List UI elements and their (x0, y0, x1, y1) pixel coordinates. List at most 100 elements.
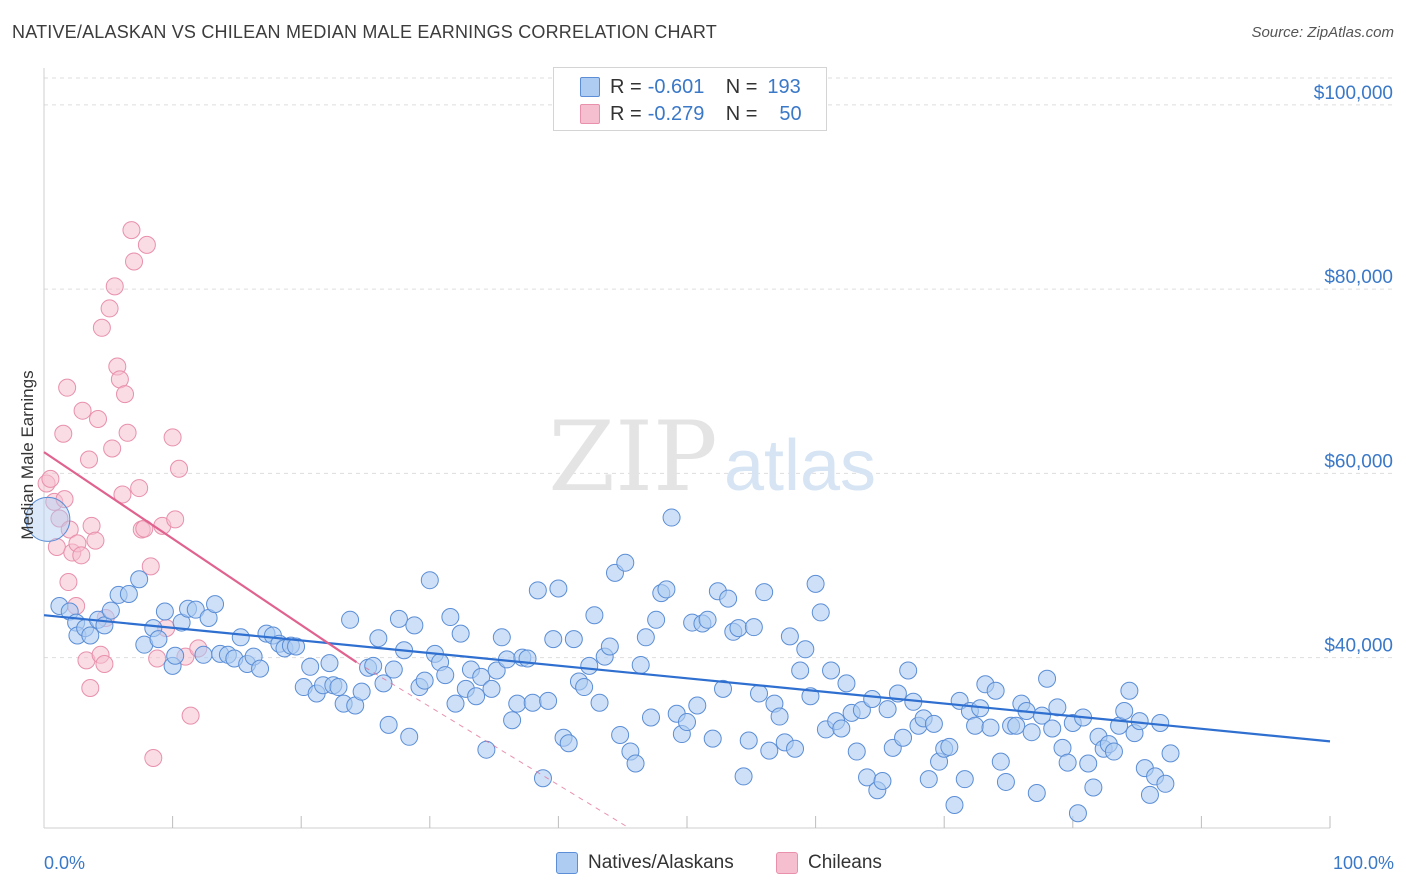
data-point-native (919, 770, 938, 789)
data-point-native (786, 739, 805, 758)
data-point-native (780, 627, 799, 646)
data-point-native (384, 660, 403, 679)
data-point-native (981, 718, 1000, 737)
watermark-zip: ZIP (548, 401, 717, 513)
data-point-chilean (92, 318, 111, 337)
legend-swatch-natives (580, 77, 600, 97)
data-point-native (678, 713, 696, 732)
data-point-native (801, 687, 820, 706)
data-point-native (1038, 669, 1057, 688)
data-point-chilean (100, 299, 119, 318)
data-point-native (924, 714, 943, 733)
data-point-native (852, 701, 871, 720)
series-swatch-natives (556, 852, 578, 874)
data-point-native (518, 649, 537, 668)
trend-lines (43, 451, 1331, 829)
data-point-chilean (82, 516, 101, 535)
trend-line-chileans-extension (356, 661, 630, 829)
data-point-native (533, 769, 552, 788)
data-point-native (986, 681, 1005, 700)
correlation-legend: R = -0.601 N = 193 R = -0.279 N = 50 (553, 67, 827, 131)
source-label: Source: ZipAtlas.com (1251, 24, 1394, 41)
legend-swatch-chileans (580, 104, 600, 124)
y-tick-label: $100,000 (1314, 83, 1393, 104)
data-point-native (101, 601, 120, 620)
data-point-native (863, 690, 882, 709)
data-point-native (320, 654, 339, 673)
data-point-native (441, 608, 460, 627)
data-point-chilean (95, 655, 114, 674)
data-point-chilean (125, 252, 144, 271)
data-point-native (1032, 706, 1051, 725)
data-point-native (1007, 716, 1026, 735)
data-point-native (626, 754, 645, 773)
data-point-native (503, 711, 522, 730)
legend-n-value: 193 (767, 75, 801, 98)
legend-row-natives: R = -0.601 N = 193 (580, 74, 801, 100)
data-point-native (149, 630, 168, 649)
data-point-native (341, 610, 360, 629)
data-point-chilean (81, 678, 100, 697)
data-point-native (811, 603, 830, 622)
data-point-native (523, 693, 542, 712)
data-point-native (231, 628, 250, 647)
chart-title: NATIVE/ALASKAN VS CHILEAN MEDIAN MALE EA… (12, 22, 717, 42)
series-legend-chileans[interactable]: Chileans (776, 852, 882, 874)
data-point-native (714, 679, 733, 698)
data-point-native (329, 678, 348, 697)
legend-n-value: 50 (779, 102, 802, 125)
data-point-native (878, 700, 897, 719)
data-point-chilean (118, 423, 137, 442)
data-point-native (966, 716, 985, 735)
data-point-native (194, 645, 213, 664)
data-point-native (251, 659, 270, 678)
data-point-chilean (181, 706, 200, 725)
data-point-native (400, 727, 419, 746)
data-point-native (1022, 723, 1041, 742)
data-point-native-large (25, 496, 71, 542)
data-point-chilean (54, 424, 73, 443)
y-axis-label: Median Male Earnings (18, 370, 37, 539)
data-point-native (945, 795, 964, 814)
data-point-chilean (144, 748, 163, 767)
legend-r-label: R = (610, 75, 642, 98)
y-tick-label: $60,000 (1324, 451, 1393, 472)
data-point-native (477, 740, 496, 759)
data-point-native (806, 574, 825, 593)
data-point-native (688, 696, 707, 715)
data-point-native (155, 602, 174, 621)
data-point-native (600, 637, 619, 656)
data-point-native (446, 694, 465, 713)
data-point-native (564, 630, 583, 649)
data-point-chilean (89, 409, 108, 428)
data-point-native (1120, 681, 1139, 700)
data-point-native (899, 661, 918, 680)
data-point-native (894, 728, 913, 747)
data-point-chilean (59, 573, 78, 592)
natives-points (25, 496, 1180, 823)
series-swatch-chileans (776, 852, 798, 874)
data-point-native (559, 734, 578, 753)
data-point-native (492, 628, 511, 647)
x-tick-label-max: 100.0% (1333, 853, 1394, 873)
series-label-chileans: Chileans (808, 852, 882, 873)
data-point-chilean (122, 221, 141, 240)
data-point-chilean (141, 557, 160, 576)
data-point-native (415, 671, 434, 690)
data-point-native (575, 678, 594, 697)
legend-n-label: N = (725, 75, 758, 98)
data-point-native (420, 571, 439, 590)
data-point-chilean (163, 428, 182, 447)
data-point-chilean (86, 531, 105, 550)
data-point-native (467, 687, 486, 706)
y-tick-labels: $40,000 $60,000 $80,000 $100,000 (1314, 83, 1393, 657)
data-point-native (796, 640, 815, 659)
data-point-native (822, 661, 841, 680)
data-point-native (1079, 754, 1098, 773)
data-point-native (119, 585, 138, 604)
series-legend-natives[interactable]: Natives/Alaskans (556, 852, 734, 874)
data-point-native (549, 579, 568, 598)
legend-r-value: -0.601 (647, 75, 705, 98)
grid-lines (44, 77, 1392, 659)
